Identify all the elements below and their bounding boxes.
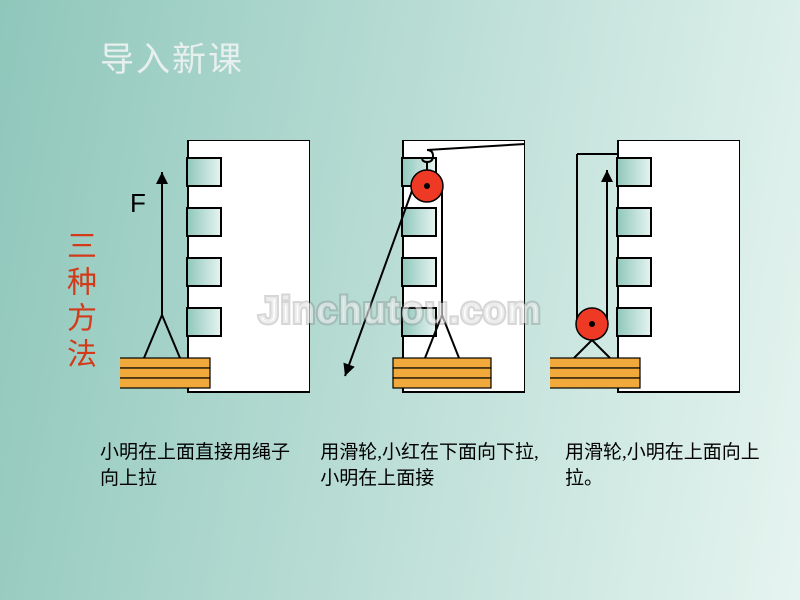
diagram-fixed-pulley	[335, 140, 525, 420]
side-label: 三种方法	[56, 230, 100, 374]
caption-direct-pull: 小明在上面直接用绳子向上拉	[100, 440, 305, 560]
slide-title: 导入新课	[100, 32, 244, 81]
caption-fixed-pulley: 用滑轮,小红在下面向下拉,小明在上面接	[320, 440, 545, 560]
diagram-row: F	[120, 140, 740, 420]
diagram-movable-pulley	[550, 140, 740, 420]
diagram-direct-pull: F	[120, 140, 310, 420]
slide: 导入新课 三种方法 F 小明在上面直接用绳子向上拉 用滑轮,小红在下面向下拉,小…	[0, 0, 800, 600]
svg-text:F: F	[130, 188, 146, 218]
captions-row: 小明在上面直接用绳子向上拉 用滑轮,小红在下面向下拉,小明在上面接 用滑轮,小明…	[100, 440, 780, 560]
caption-movable-pulley: 用滑轮,小明在上面向上拉。	[565, 440, 780, 560]
